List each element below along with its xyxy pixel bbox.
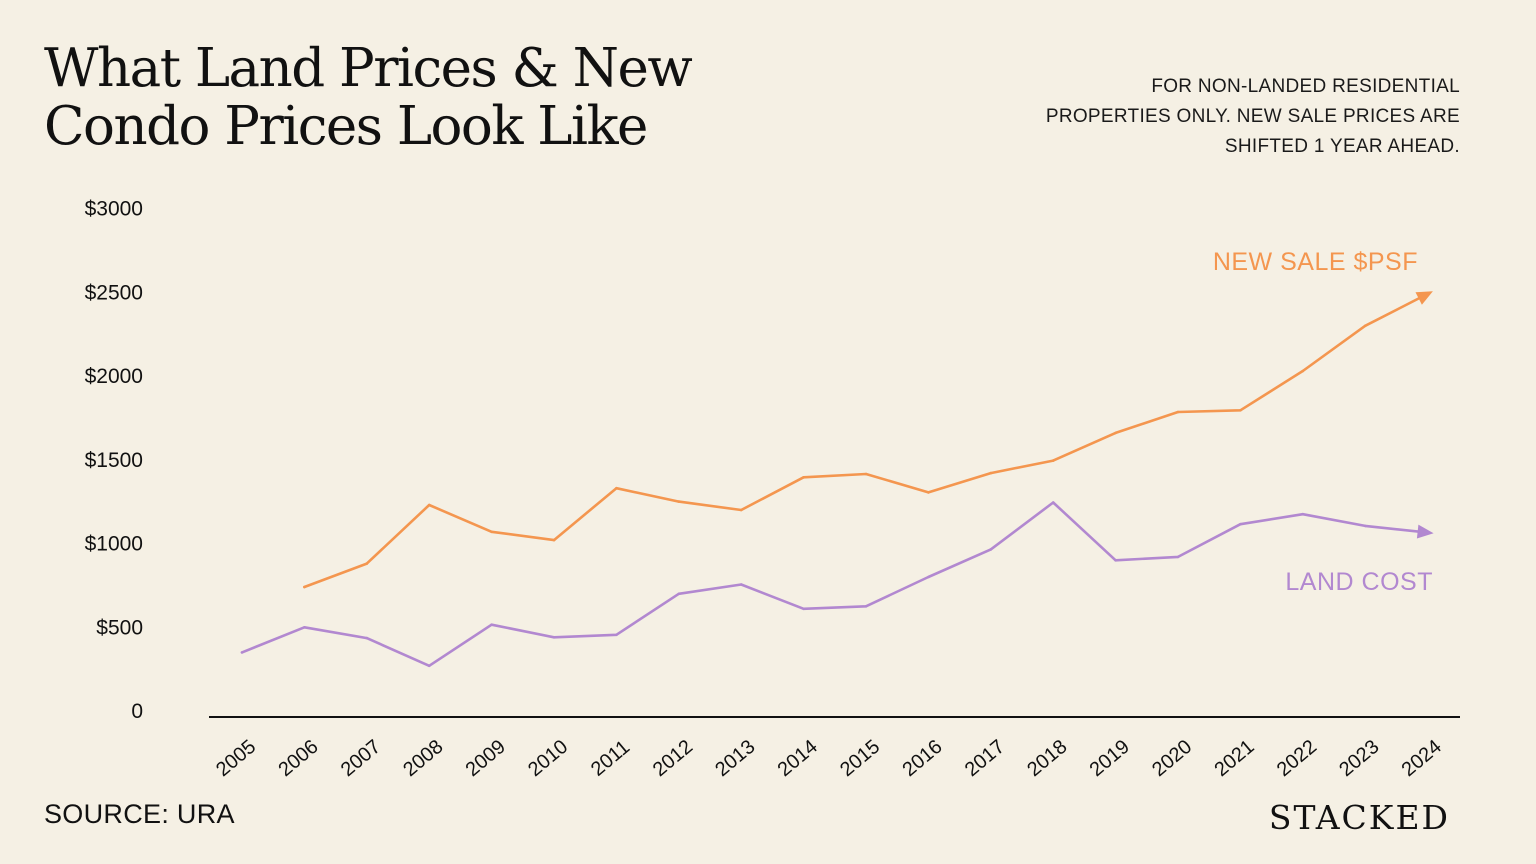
data-point <box>1051 501 1055 504</box>
x-tick-label: 2023 <box>1335 736 1383 781</box>
y-tick-label: $3000 <box>85 198 143 221</box>
y-tick-label: $2000 <box>85 365 143 388</box>
data-point <box>989 548 993 551</box>
data-point <box>240 651 244 654</box>
chart-series <box>240 291 1434 668</box>
data-point <box>427 503 431 507</box>
x-tick-label: 2017 <box>961 736 1009 781</box>
data-point <box>1363 324 1367 328</box>
x-tick-label: 2019 <box>1086 736 1134 781</box>
data-point <box>1426 531 1429 534</box>
chart-note-line-2: PROPERTIES ONLY. NEW SALE PRICES ARE <box>1045 106 1460 127</box>
y-tick-label: $2500 <box>85 281 143 304</box>
x-tick-label: 2022 <box>1273 736 1321 781</box>
data-point <box>1176 410 1180 414</box>
x-tick-label: 2013 <box>711 736 759 781</box>
data-point <box>365 562 369 565</box>
data-point <box>927 491 930 494</box>
data-point <box>490 623 493 626</box>
data-point <box>303 626 306 629</box>
data-point <box>427 664 431 668</box>
x-tick-label: 2020 <box>1148 736 1196 781</box>
data-point <box>490 530 493 534</box>
series-label: NEW SALE $PSF <box>1213 248 1418 276</box>
data-point <box>864 605 868 608</box>
data-point <box>1239 409 1242 412</box>
data-point <box>677 500 681 503</box>
data-point <box>927 575 930 579</box>
data-point <box>1363 524 1367 528</box>
brand-logo: STACKED <box>1268 798 1450 837</box>
series-line-land-cost <box>240 501 1429 668</box>
y-tick-label: $1000 <box>85 533 143 556</box>
x-tick-label: 2014 <box>774 736 822 781</box>
data-point <box>1051 459 1055 462</box>
y-tick-label: 0 <box>131 700 143 723</box>
chart-title: What Land Prices & New Condo Prices Look… <box>44 38 693 157</box>
x-tick-label: 2015 <box>836 736 884 781</box>
series-line-new-sale-psf <box>303 292 1429 589</box>
data-point <box>864 472 868 476</box>
y-axis-ticks: 0 $500 $1000 $1500 $2000 $2500 $3000 <box>85 198 143 724</box>
data-point <box>303 585 306 589</box>
x-tick-label: 2008 <box>399 736 447 781</box>
y-tick-label: $1500 <box>85 449 143 472</box>
chart-note: FOR NON-LANDED RESIDENTIAL PROPERTIES ON… <box>940 72 1460 162</box>
data-point <box>1426 292 1429 296</box>
chart-note-line-3: SHIFTED 1 YEAR AHEAD. <box>1224 136 1460 157</box>
x-tick-label: 2009 <box>462 736 510 781</box>
data-point <box>989 471 993 475</box>
data-point <box>677 592 681 596</box>
data-point <box>552 636 556 639</box>
x-tick-label: 2024 <box>1398 736 1446 781</box>
series-arrow-icon <box>1416 524 1434 539</box>
x-tick-label: 2011 <box>587 736 634 781</box>
x-tick-label: 2021 <box>1210 736 1258 781</box>
data-point <box>802 607 805 611</box>
data-point <box>615 486 618 490</box>
chart-note-line-1: FOR NON-LANDED RESIDENTIAL <box>1151 76 1460 97</box>
x-tick-label: 2007 <box>337 736 385 781</box>
data-point <box>1114 431 1117 435</box>
x-tick-label: 2018 <box>1023 736 1071 781</box>
x-tick-label: 2016 <box>898 736 946 781</box>
x-tick-label: 2006 <box>274 736 322 781</box>
chart-title-line-2: Condo Prices Look Like <box>44 96 648 157</box>
x-axis-ticks: 2005 2006 2007 2008 2009 2010 2011 2012 2013 2014… <box>212 736 1446 781</box>
data-point <box>1114 559 1117 562</box>
data-point <box>1239 522 1242 526</box>
chart-title-line-1: What Land Prices & New <box>44 38 693 99</box>
y-tick-label: $500 <box>96 616 143 639</box>
data-point <box>1301 512 1305 516</box>
series-label: LAND COST <box>1285 568 1433 596</box>
source-label: SOURCE: URA <box>44 799 235 829</box>
x-tick-label: 2005 <box>212 736 260 781</box>
x-tick-label: 2010 <box>524 736 572 781</box>
data-point <box>1176 555 1180 559</box>
data-point <box>739 583 743 586</box>
series-labels: NEW SALE $PSF LAND COST <box>1213 248 1433 596</box>
x-tick-label: 2012 <box>649 736 697 781</box>
data-point <box>365 636 369 640</box>
data-point <box>615 633 618 637</box>
data-point <box>739 508 743 512</box>
data-point <box>802 476 805 479</box>
data-point <box>552 538 556 542</box>
data-point <box>1301 369 1305 373</box>
